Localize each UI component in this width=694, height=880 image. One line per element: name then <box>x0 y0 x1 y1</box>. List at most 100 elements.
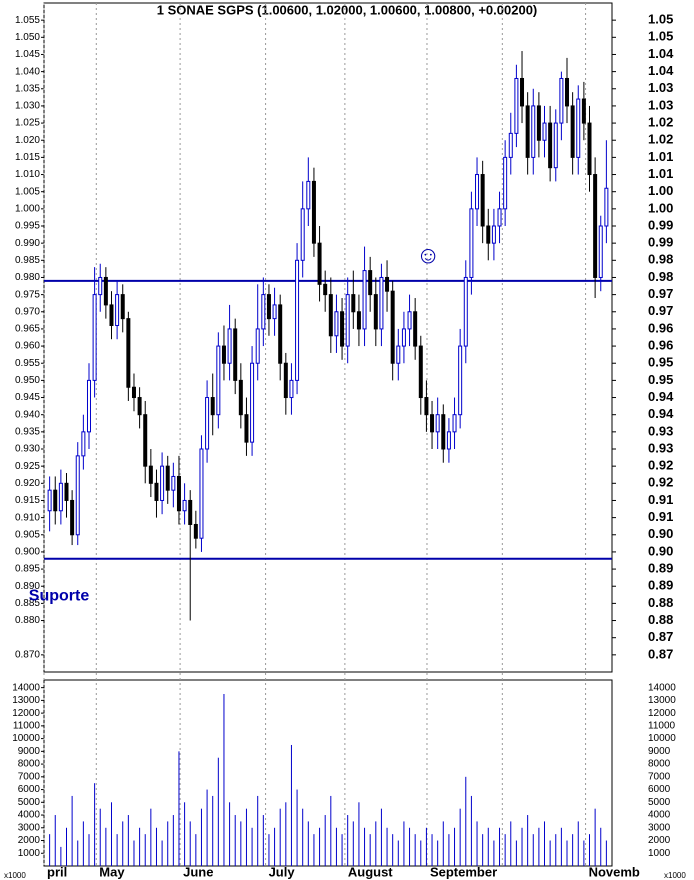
volume-tick-label: 3000 <box>18 822 41 833</box>
y2-tick-label: 0.91 <box>648 492 673 507</box>
y-tick-label: 0.905 <box>15 529 40 540</box>
x-tick-label: Novemb <box>589 864 640 879</box>
volume-unit-right: x1000 <box>664 871 686 880</box>
volume-tick-label-right: 6000 <box>648 784 671 795</box>
volume-tick-label: 11000 <box>13 721 41 732</box>
candle-body <box>418 345 423 399</box>
y2-tick-label: 0.92 <box>648 475 673 490</box>
candle-body <box>435 414 440 433</box>
y-tick-label: 1.005 <box>15 186 40 197</box>
y-tick-label: 0.895 <box>15 564 40 575</box>
candle-body <box>182 499 187 512</box>
y-tick-label: 1.015 <box>15 152 40 163</box>
y2-tick-label: 0.94 <box>648 389 674 404</box>
y2-tick-label: 0.95 <box>648 372 673 387</box>
candle-body <box>193 523 198 539</box>
y-tick-label: 0.965 <box>15 324 40 335</box>
candle-body <box>238 379 243 416</box>
y2-tick-label: 0.90 <box>648 526 673 541</box>
volume-tick-label-right: 9000 <box>648 746 671 757</box>
y-tick-label: 0.880 <box>15 615 40 626</box>
volume-unit: x1000 <box>4 871 26 880</box>
volume-tick-label: 14000 <box>12 682 40 693</box>
y-tick-label: 0.910 <box>15 512 40 523</box>
y2-tick-label: 0.87 <box>648 646 673 661</box>
candle-body <box>514 77 519 134</box>
candle-body <box>441 414 446 450</box>
volume-tick-label-right: 5000 <box>648 797 671 808</box>
volume-tick-label-right: 13000 <box>648 695 676 706</box>
y2-tick-label: 0.93 <box>648 440 673 455</box>
volume-tick-label: 8000 <box>18 759 41 770</box>
y2-tick-label: 1.04 <box>648 46 674 61</box>
candle-body <box>531 105 536 158</box>
volume-tick-label-right: 2000 <box>648 835 671 846</box>
candle-body <box>497 208 502 227</box>
candle-body <box>570 105 575 158</box>
candle-body <box>131 386 136 399</box>
candle-body <box>328 294 333 337</box>
candle-body <box>587 122 592 176</box>
annotation: ☺ <box>416 242 441 269</box>
candle-body <box>542 122 547 141</box>
y-tick-label: 0.885 <box>15 598 40 609</box>
y-tick-label: 0.970 <box>15 306 40 317</box>
y2-tick-label: 0.98 <box>648 252 673 267</box>
candle-body <box>458 345 463 416</box>
x-tick-label: July <box>269 864 296 879</box>
candle-body <box>480 174 485 227</box>
y-tick-label: 0.900 <box>15 547 40 558</box>
volume-tick-label: 5000 <box>18 797 41 808</box>
x-tick-label: May <box>99 864 125 879</box>
y-tick-label: 0.920 <box>15 478 40 489</box>
candle-body <box>58 482 63 512</box>
candle-body <box>340 311 345 347</box>
y2-tick-label: 0.91 <box>648 509 673 524</box>
y2-tick-label: 0.87 <box>648 629 673 644</box>
candle-body <box>548 122 553 169</box>
chart-title: 1 SONAE SGPS (1.00600, 1.02000, 1.00600,… <box>157 2 538 17</box>
y-tick-label: 1.025 <box>15 118 40 129</box>
y-tick-label: 0.945 <box>15 392 40 403</box>
candle-body <box>115 294 120 326</box>
y-tick-label: 0.990 <box>15 238 40 249</box>
candle-body <box>469 208 474 278</box>
candle-body <box>373 294 378 330</box>
candle-body <box>227 328 232 364</box>
y2-tick-label: 1.01 <box>648 149 673 164</box>
candle-body <box>553 122 558 169</box>
y-tick-label: 1.020 <box>15 135 40 146</box>
y2-tick-label: 0.95 <box>648 355 673 370</box>
y-tick-label: 1.050 <box>15 32 40 43</box>
y2-tick-label: 0.96 <box>648 320 673 335</box>
candle-body <box>311 180 316 244</box>
y-tick-label: 1.035 <box>15 83 40 94</box>
candle-body <box>289 379 294 399</box>
x-tick-label: September <box>430 864 497 879</box>
y2-tick-label: 1.03 <box>648 80 673 95</box>
y2-tick-label: 0.97 <box>648 303 673 318</box>
y2-tick-label: 1.04 <box>648 63 674 78</box>
candle-body <box>413 311 418 347</box>
volume-tick-label: 7000 <box>18 771 41 782</box>
y-tick-label: 1.045 <box>15 49 40 60</box>
candle-body <box>98 276 103 296</box>
price-frame <box>43 2 613 673</box>
candle-body <box>576 98 581 158</box>
candle-body <box>559 77 564 124</box>
candle-body <box>503 156 508 210</box>
candle-body <box>205 397 210 450</box>
y-tick-label: 0.960 <box>15 341 40 352</box>
candle-body <box>604 187 609 227</box>
candle-body <box>491 225 496 244</box>
volume-tick-label-right: 14000 <box>648 682 676 693</box>
volume-tick-label-right: 10000 <box>648 733 676 744</box>
y-tick-label: 0.930 <box>15 444 40 455</box>
y-tick-label: 1.055 <box>15 15 40 26</box>
y-tick-label: 0.870 <box>15 649 40 660</box>
y-tick-label: 1.030 <box>15 101 40 112</box>
candle-body <box>148 465 153 484</box>
candle-body <box>593 174 598 278</box>
candle-body <box>401 328 406 347</box>
